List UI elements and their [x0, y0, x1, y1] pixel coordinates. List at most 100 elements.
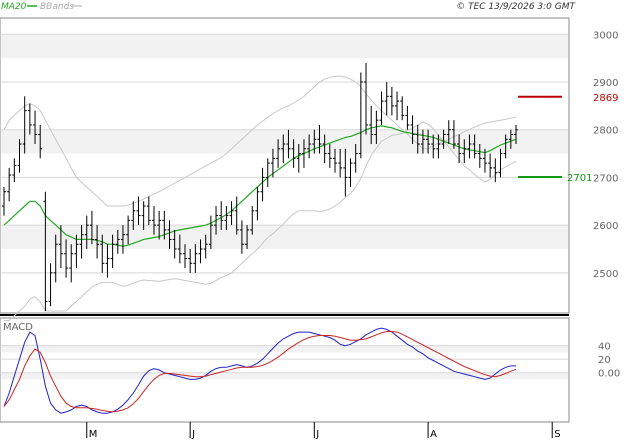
ohlc-bar — [508, 129, 513, 149]
resistance-label: 2869 — [593, 93, 618, 104]
ohlc-bar — [105, 244, 110, 278]
ohlc-bar — [317, 124, 322, 154]
ohlc-bar — [162, 210, 167, 240]
ohlc-bar — [415, 124, 420, 154]
ohlc-bar — [84, 215, 89, 249]
ohlc-bar — [420, 129, 425, 154]
ohlc-bar — [364, 62, 369, 135]
macd-lines — [3, 327, 517, 414]
ohlc-bar — [229, 201, 234, 226]
x-month-label: S — [554, 429, 560, 440]
price-tick-label: 2500 — [593, 269, 618, 280]
ohlc-bar — [203, 234, 208, 259]
price-bars — [2, 62, 518, 311]
macd-band — [1, 372, 568, 380]
ohlc-bar — [338, 148, 343, 178]
ohlc-bar — [265, 158, 270, 187]
bollinger-bands — [3, 75, 517, 321]
ohlc-bar — [301, 139, 306, 168]
ma20-line — [3, 125, 517, 247]
ohlc-bar — [245, 225, 250, 249]
ohlc-bar — [198, 239, 203, 264]
ohlc-bar — [307, 134, 312, 159]
ohlc-bar — [281, 134, 286, 164]
copyright-text: © TEC 13/9/2026 3:0 GMT — [456, 2, 576, 12]
ohlc-bar — [115, 229, 120, 254]
ohlc-bar — [488, 153, 493, 178]
macd-signal-line — [3, 331, 517, 413]
ohlc-bar — [193, 244, 198, 273]
ohlc-bar — [426, 129, 431, 154]
ohlc-bar — [177, 234, 182, 264]
ohlc-bar — [374, 110, 379, 145]
ohlc-bar — [395, 91, 400, 121]
legend-ma20: MA20 — [1, 2, 27, 12]
ohlc-bar — [48, 263, 53, 307]
ohlc-bar — [472, 134, 477, 159]
ohlc-bar — [172, 229, 177, 259]
price-tick-label: 2600 — [593, 221, 618, 232]
x-month-label: M — [89, 429, 98, 440]
ohlc-bar — [141, 201, 146, 230]
ohlc-bar — [64, 239, 69, 278]
ohlc-bar — [151, 206, 156, 235]
ohlc-bar — [157, 210, 162, 240]
ohlc-bar — [482, 148, 487, 173]
ohlc-bar — [250, 206, 255, 235]
ohlc-bar — [7, 167, 12, 202]
ohlc-bar — [431, 134, 436, 159]
ohlc-bar — [477, 144, 482, 168]
ohlc-bar — [446, 120, 451, 145]
ohlc-bar — [53, 234, 58, 283]
ohlc-bar — [348, 158, 353, 187]
macd-tick-label: 0.00 — [598, 369, 620, 380]
price-band — [1, 34, 568, 59]
ohlc-bar — [239, 220, 244, 254]
ohlc-bar — [69, 244, 74, 283]
price-tick-label: 2800 — [593, 126, 618, 137]
legend-bbands: BBands — [40, 2, 74, 12]
price-tick-label: 2900 — [593, 78, 618, 89]
ohlc-bar — [436, 134, 441, 159]
ohlc-bar — [219, 201, 224, 230]
ohlc-bar — [322, 134, 327, 164]
ohlc-bar — [22, 96, 27, 154]
ohlc-bar — [291, 139, 296, 168]
ohlc-bar — [260, 167, 265, 202]
ohlc-bar — [379, 91, 384, 125]
ohlc-bar — [270, 148, 275, 178]
price-band — [1, 129, 568, 154]
ohlc-bar — [493, 158, 498, 183]
ohlc-bar — [214, 206, 219, 235]
ohlc-bar — [38, 124, 43, 159]
ohlc-bar — [384, 82, 389, 116]
macd-grid: 40 20 0.00 — [1, 342, 620, 380]
bb-lower-line — [4, 121, 517, 321]
ohlc-bar — [95, 225, 100, 259]
ohlc-bar — [451, 120, 456, 149]
ma20-polyline — [3, 125, 517, 247]
ohlc-bar — [234, 196, 239, 235]
ohlc-bar — [33, 110, 38, 145]
x-month-label: J — [191, 429, 195, 440]
price-band — [1, 225, 568, 249]
ohlc-bar — [358, 72, 363, 159]
price-tick-label: 3000 — [593, 30, 618, 41]
ohlc-bar — [131, 201, 136, 230]
ohlc-bar — [457, 134, 462, 164]
ohlc-bar — [120, 225, 125, 254]
support-label: 2701 — [567, 173, 592, 184]
ohlc-bar — [89, 210, 94, 245]
ohlc-bar — [400, 96, 405, 121]
ohlc-bar — [208, 215, 213, 249]
ohlc-bar — [167, 220, 172, 249]
ohlc-bar — [43, 191, 48, 311]
ohlc-bar — [441, 129, 446, 149]
ohlc-bar — [514, 124, 518, 145]
ohlc-bar — [58, 225, 63, 269]
ohlc-bar — [343, 148, 348, 197]
ohlc-bar — [503, 134, 508, 159]
ohlc-bar — [188, 248, 193, 273]
